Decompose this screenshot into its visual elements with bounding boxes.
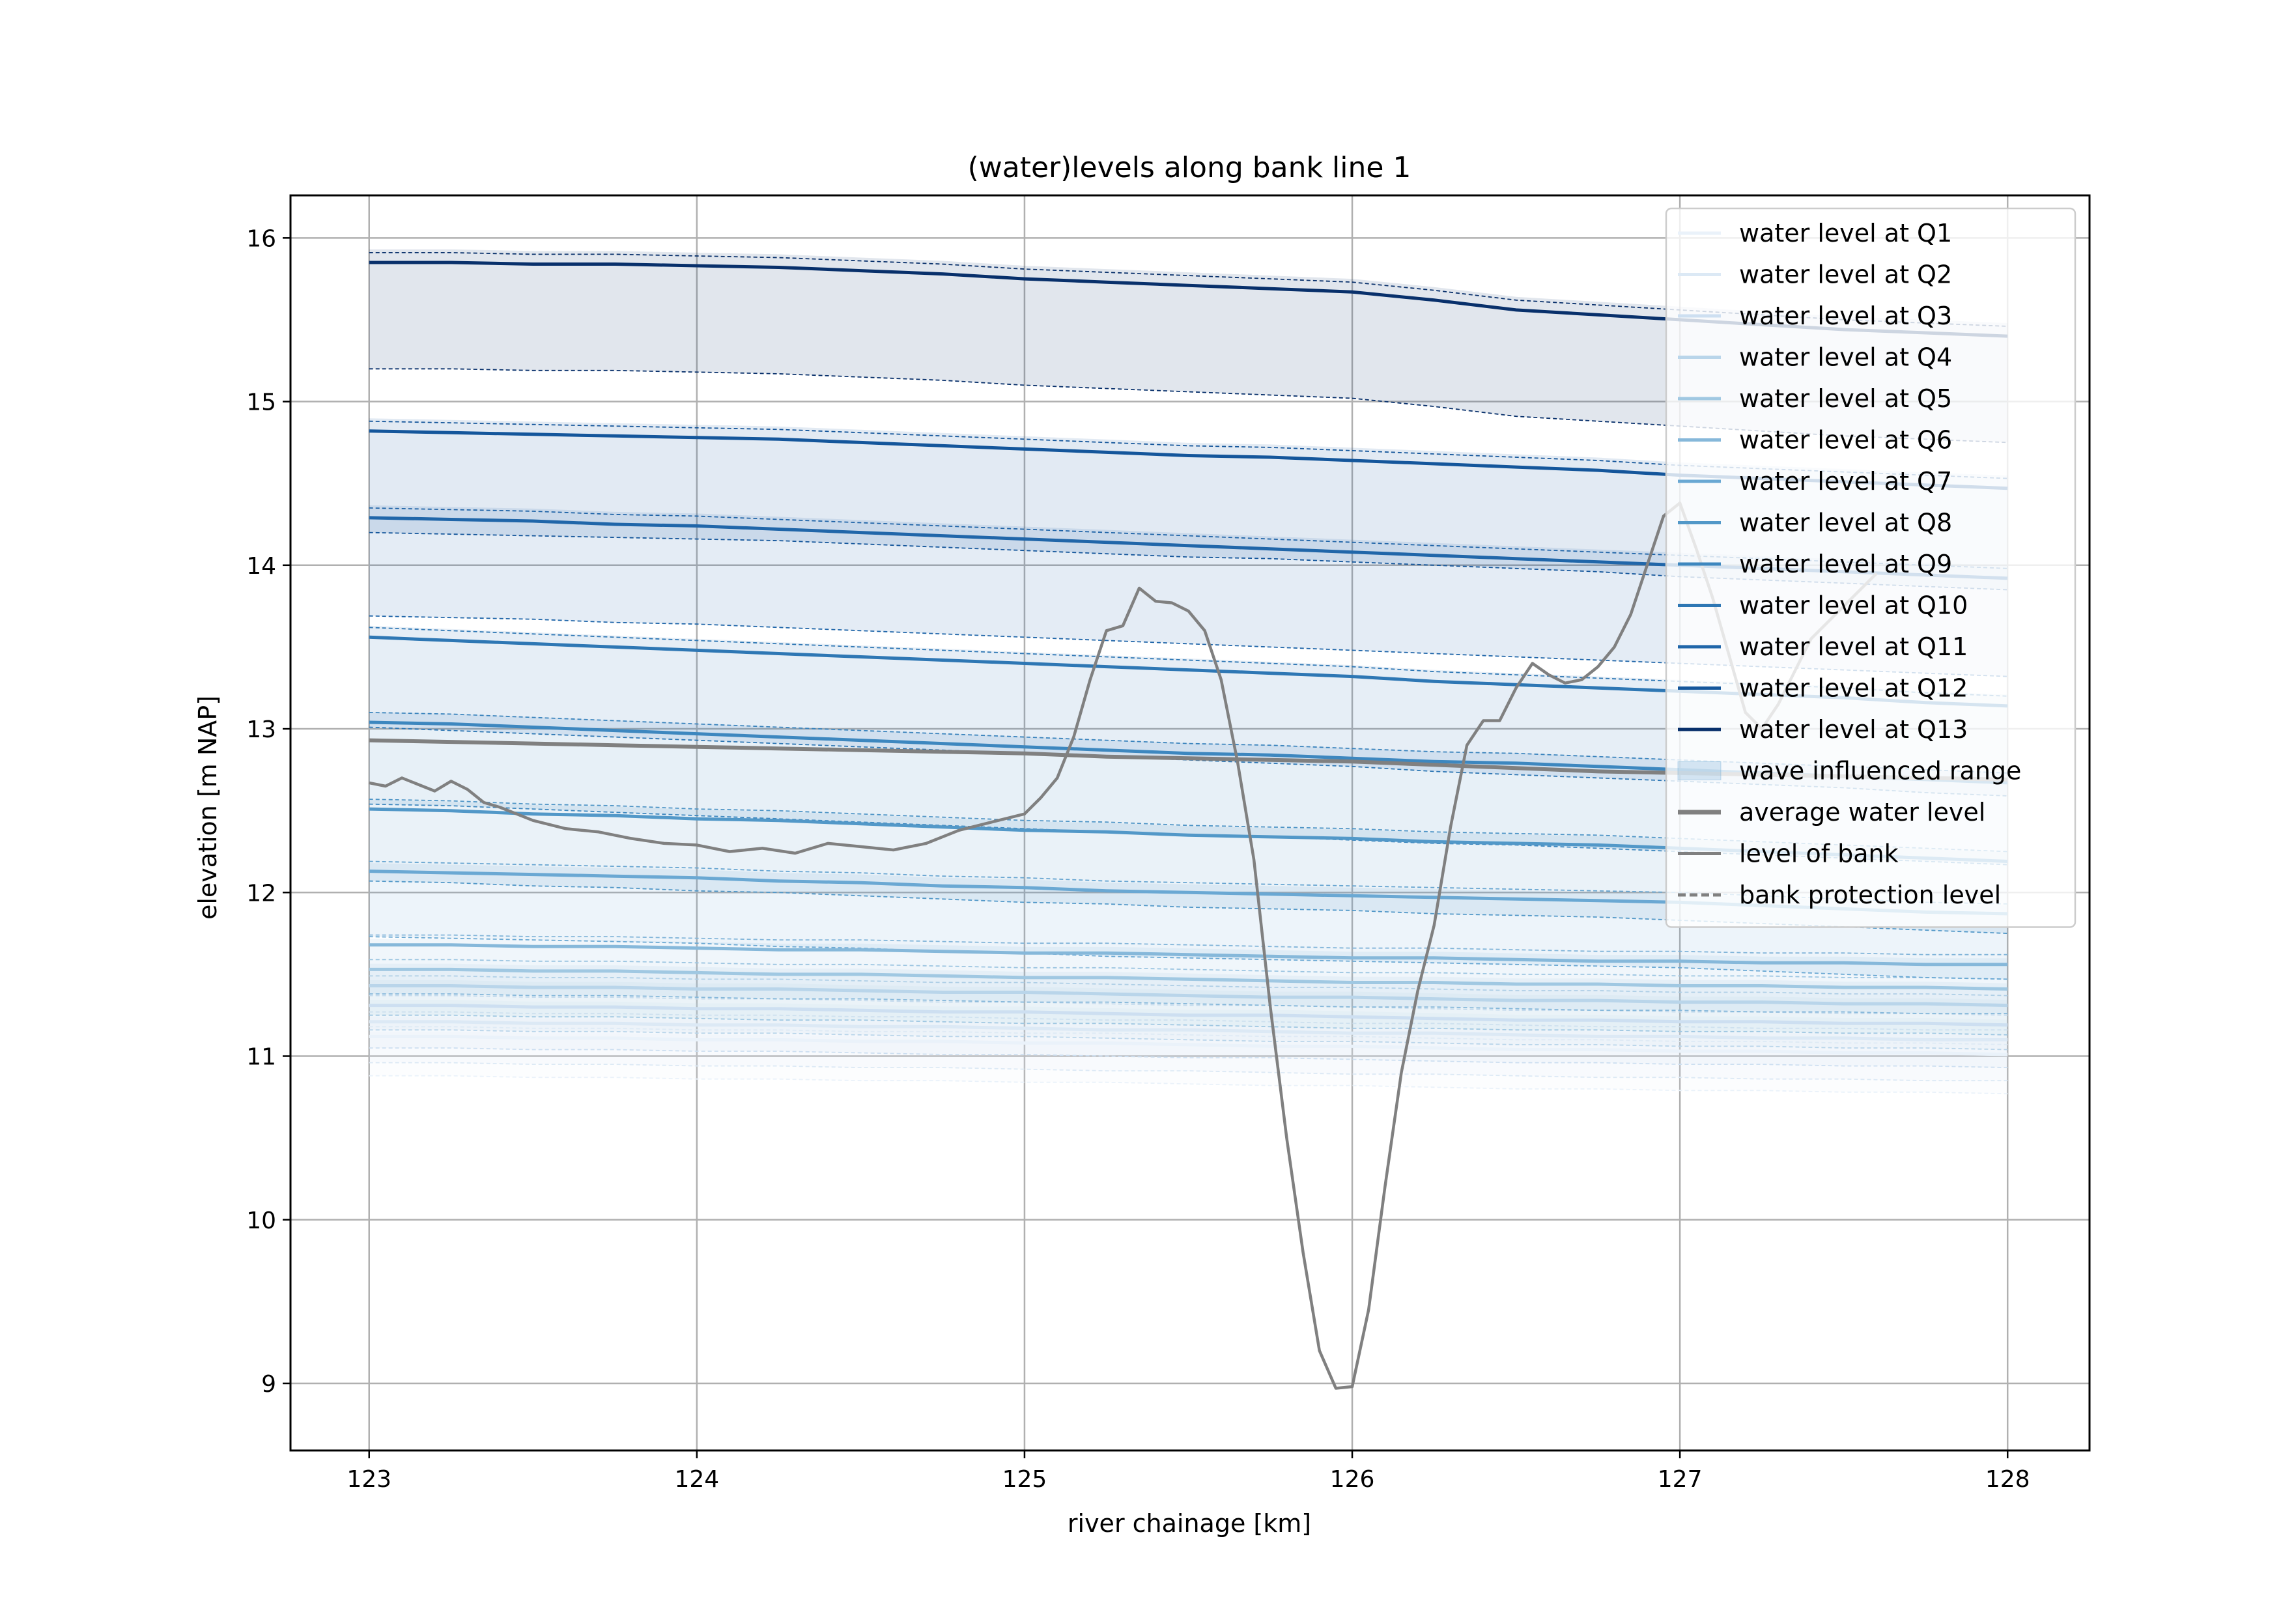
wave-range-band-q2 (369, 1016, 2008, 1081)
legend-label: level of bank (1739, 840, 1899, 868)
water-level-line-q5 (369, 967, 2008, 991)
x-tick-label: 127 (1658, 1466, 1703, 1493)
x-tick-label: 125 (1002, 1466, 1047, 1493)
wave-range-band-q1 (369, 1031, 2008, 1094)
legend-label: water level at Q1 (1739, 219, 1952, 247)
legend-label: average water level (1739, 798, 1985, 827)
legend-label: water level at Q10 (1739, 591, 1968, 620)
legend-label: water level at Q3 (1739, 302, 1952, 330)
y-tick-label: 16 (246, 225, 276, 252)
axes-frame (289, 194, 2091, 1452)
legend-label: water level at Q12 (1739, 674, 1968, 703)
legend-label: water level at Q13 (1739, 715, 1968, 744)
legend-label: water level at Q8 (1739, 509, 1952, 537)
wave-range-band-q7 (369, 863, 2008, 980)
legend-label: bank protection level (1739, 881, 2001, 909)
legend: water level at Q1 water level at Q2 water … (1665, 207, 2076, 928)
bank-level-line (369, 502, 1878, 1390)
y-tick-label: 13 (246, 716, 276, 743)
x-tick-label: 126 (1330, 1466, 1375, 1493)
legend-label: water level at Q9 (1739, 550, 1952, 578)
legend-label: water level at Q11 (1739, 632, 1968, 661)
y-tick-label: 9 (261, 1371, 276, 1398)
y-tick-label: 10 (246, 1208, 276, 1234)
x-tick-label: 128 (1985, 1466, 2030, 1493)
water-level-line-q6 (369, 943, 2008, 967)
legend-label: water level at Q4 (1739, 343, 1952, 372)
wave-range-band-q6 (369, 939, 2008, 1014)
legend-label: water level at Q2 (1739, 261, 1952, 289)
y-tick-label: 11 (246, 1044, 276, 1071)
x-axis-label: river chainage [km] (1068, 1509, 1311, 1538)
legend-label: wave influenced range (1739, 757, 2021, 785)
y-tick-label: 15 (246, 389, 276, 416)
water-level-line-q3 (369, 1004, 2008, 1027)
y-tick-label: 14 (246, 553, 276, 580)
y-axis-label: elevation [m NAP] (193, 696, 222, 920)
water-level-line-q1 (369, 1034, 2008, 1056)
chart-title: (water)levels along bank line 1 (968, 151, 1411, 184)
water-level-line-q2 (369, 1020, 2008, 1041)
x-tick-label: 123 (347, 1466, 391, 1493)
legend-swatch-patch (1677, 761, 1722, 780)
legend-label: water level at Q5 (1739, 384, 1952, 413)
legend-box (1665, 207, 2076, 928)
wave-range-band-q5 (369, 963, 2008, 1035)
wave-range-band-q13 (369, 249, 2008, 443)
y-tick-label: 12 (246, 880, 276, 907)
water-level-line-q4 (369, 984, 2008, 1008)
wave-range-band-q12 (369, 418, 2008, 590)
tick-layer: 123 124 125 126 127 128 9 10 11 12 13 14 15 16 (246, 225, 2030, 1493)
wave-range-band-q11 (369, 505, 2008, 677)
wave-range-band-q10 (369, 625, 2008, 796)
legend-label: water level at Q7 (1739, 467, 1952, 496)
legend-label: water level at Q6 (1739, 426, 1952, 455)
x-tick-label: 124 (674, 1466, 719, 1493)
